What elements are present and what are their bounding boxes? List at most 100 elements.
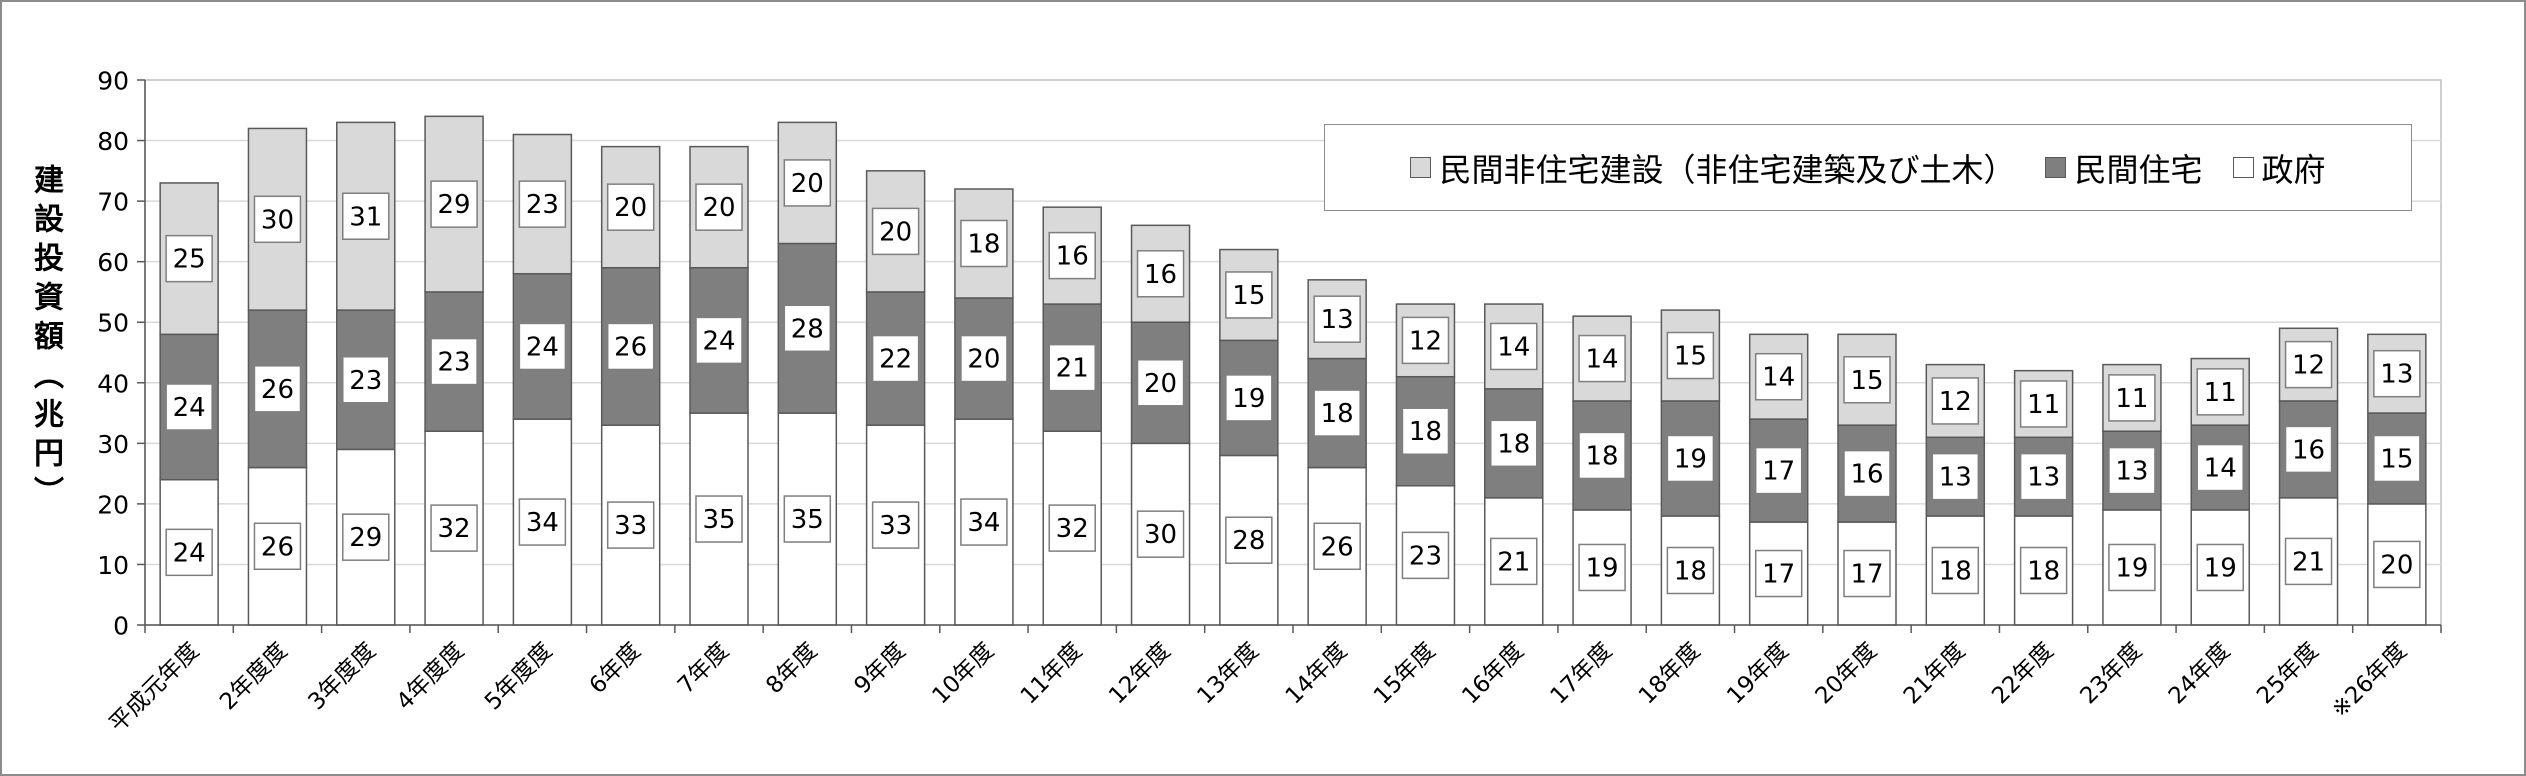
data-label-private-nonresidential: 11 [2204,378,2237,408]
data-label-government: 26 [261,532,294,562]
data-label-box [518,322,567,371]
data-label-box [1754,446,1803,495]
data-label-box [1931,452,1980,501]
data-label-box [2019,546,2068,595]
data-label-box [430,180,478,228]
data-label-box [960,498,1008,546]
data-label-government: 33 [879,511,912,541]
data-label-private-housing: 13 [1939,463,1972,493]
data-label-private-housing: 18 [1321,399,1354,429]
legend: 民間非住宅建設（非住宅建築及び土木） 民間住宅 政府 [1324,124,2412,211]
data-label-private-nonresidential: 11 [2115,384,2148,414]
legend-swatch-private-housing [2045,157,2067,178]
data-label-government: 34 [526,508,559,538]
data-label-box [1843,549,1891,598]
data-label-box [2196,443,2244,492]
data-label-box [1401,531,1450,580]
data-label-private-nonresidential: 11 [2027,390,2060,420]
data-label-box [2108,446,2156,495]
data-label-box [1754,352,1803,401]
data-label-government: 34 [967,508,1000,538]
data-label-box [2019,452,2068,501]
data-label-government: 20 [2380,550,2413,580]
data-label-government: 32 [438,514,471,544]
y-axis-title: 建設投資額（兆円） [28,164,63,515]
data-label-box [342,513,390,561]
data-label-private-nonresidential: 12 [2292,351,2325,381]
data-label-box [871,207,920,256]
data-label-box [1490,537,1538,586]
data-label-box [871,501,920,549]
x-tick-label: 24年度 [2164,638,2236,710]
data-label-box [1843,449,1891,498]
data-label-box [2019,380,2068,428]
y-tick-label: 0 [113,612,129,641]
data-label-box [1843,356,1891,404]
data-label-box [1313,389,1361,437]
y-tick-label: 70 [97,188,129,217]
data-label-government: 35 [702,505,735,535]
x-tick-label: 11年度 [1016,638,1088,710]
legend-swatch-government [2232,157,2254,178]
data-label-box [1578,543,1626,592]
data-label-government: 18 [1674,557,1707,587]
data-label-private-nonresidential: 31 [349,202,382,232]
data-label-private-housing: 23 [349,366,382,396]
data-label-government: 23 [1409,541,1442,571]
data-label-private-housing: 16 [2292,435,2325,465]
data-label-private-housing: 26 [614,332,647,362]
x-tick-label: 19年度 [1722,638,1794,710]
legend-label-government: 政府 [2261,150,2326,189]
data-label-box [430,504,478,552]
data-label-government: 17 [1762,560,1795,590]
data-label-box [165,234,213,283]
data-label-private-nonresidential: 25 [173,245,206,275]
legend-item-government: 政府 [2232,145,2326,191]
data-label-box [518,180,567,228]
data-label-government: 17 [1850,560,1883,590]
data-label-box [960,334,1008,383]
data-label-box [1313,522,1361,571]
data-label-box [1666,546,1715,595]
data-label-box [1313,295,1361,343]
data-label-box [695,183,743,231]
x-tick-label: 21年度 [1899,638,1971,710]
x-tick-label: 17年度 [1546,638,1618,710]
data-label-private-housing: 26 [261,375,294,405]
data-label-box [960,219,1008,268]
x-tick-label: 3年度度 [303,638,381,716]
x-tick-label: 18年度 [1634,638,1706,710]
data-label-private-nonresidential: 29 [438,190,471,220]
data-label-private-housing: 17 [1762,457,1795,487]
data-label-private-housing: 21 [1056,354,1089,384]
data-label-box [1048,504,1096,552]
y-tick-label: 80 [97,127,129,156]
data-label-private-nonresidential: 12 [1939,387,1972,417]
data-label-private-nonresidential: 14 [1586,345,1619,375]
data-label-private-housing: 20 [967,345,1000,375]
data-label-box [1490,322,1538,371]
data-label-private-housing: 16 [1850,460,1883,490]
x-tick-label: 23年度 [2075,638,2147,710]
data-label-box [606,501,655,549]
x-tick-labels: 平成元年度 2年度度 3年度度 4年度度 5年度度 6年度 7年度 8年度 9年度 10年度 11年… [105,638,2412,738]
data-label-box [342,192,390,240]
data-label-government: 19 [2115,553,2148,583]
x-tick-label: 平成元年度 [105,638,205,738]
data-label-box [2108,543,2156,592]
data-label-private-housing: 13 [2027,463,2060,493]
x-tick-label: 4年度度 [392,638,470,716]
data-label-box [783,495,832,543]
data-label-private-nonresidential: 14 [1497,332,1530,362]
data-label-box [2108,374,2156,422]
data-label-box [1136,250,1185,298]
data-label-box [695,495,743,543]
x-tick-label: 2年度度 [215,638,293,716]
data-label-box [1136,359,1185,407]
data-label-box [2196,368,2244,416]
legend-item-private-nonresidential: 民間非住宅建設（非住宅建築及び土木） [1410,145,2015,191]
y-tick-labels: 0 10 20 30 40 50 60 70 80 90 [97,67,129,641]
data-label-private-housing: 22 [879,345,912,375]
data-label-private-housing: 15 [2380,444,2413,474]
data-label-box [2196,543,2244,592]
